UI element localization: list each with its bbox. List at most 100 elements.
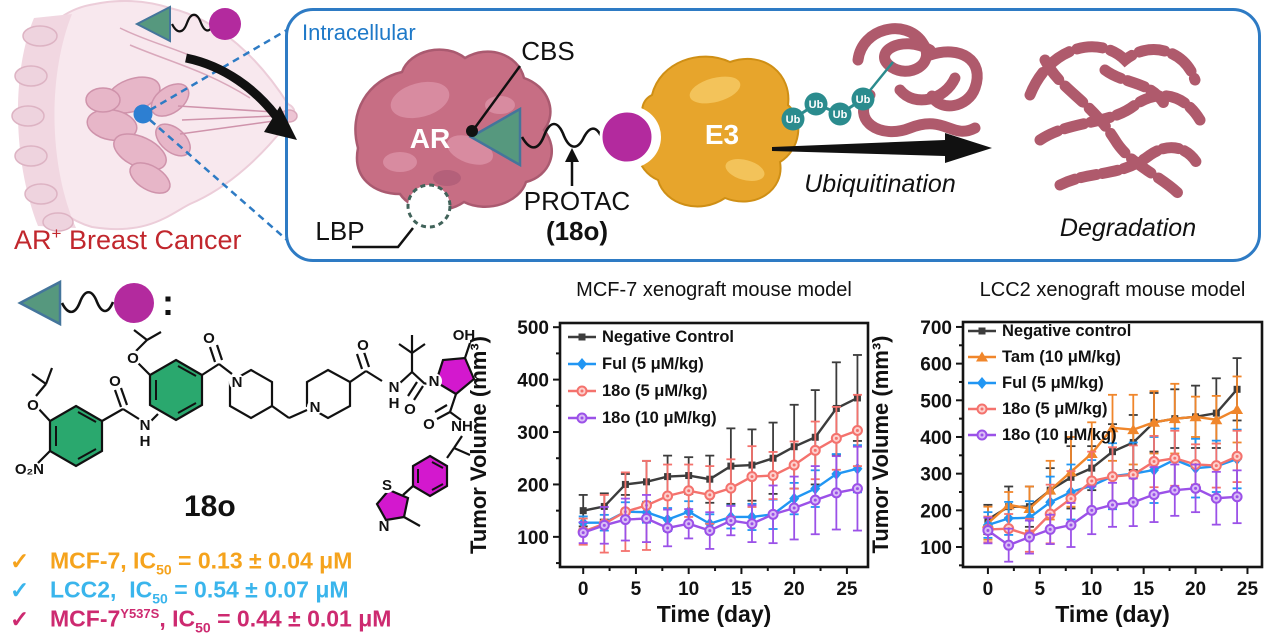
chart-title: LCC2 xenograft mouse model bbox=[980, 279, 1246, 301]
y-tick-label: 500 bbox=[920, 391, 952, 412]
warhead-triangle-icon bbox=[134, 5, 171, 43]
atom-label: O bbox=[127, 350, 139, 367]
x-tick-label: 0 bbox=[578, 579, 589, 600]
cell-line: LCC2, bbox=[50, 576, 117, 603]
tumor-marker-dot bbox=[133, 104, 153, 124]
y-tick-label: 400 bbox=[517, 371, 549, 392]
ar-protein: AR bbox=[354, 48, 554, 212]
atom-label: H bbox=[389, 395, 400, 412]
atom-halo bbox=[25, 397, 41, 413]
atom-halo bbox=[386, 379, 402, 395]
piperidine-rings bbox=[228, 368, 352, 420]
plot-frame bbox=[558, 321, 870, 569]
y-tick-label: 500 bbox=[517, 318, 549, 339]
y-axis-label: Tumor Volume (mm³) bbox=[868, 336, 893, 554]
y-tick-label: 200 bbox=[920, 501, 952, 522]
plot-frame bbox=[961, 320, 1264, 569]
breast-label-post: Breast Cancer bbox=[61, 225, 242, 255]
legend-label: Ful (5 μM/kg) bbox=[602, 355, 704, 373]
cell-line: MCF-7 bbox=[50, 547, 121, 574]
breast-cancer-label: AR+ Breast Cancer bbox=[14, 224, 242, 256]
legend-label: 18o (10 μM/kg) bbox=[602, 409, 717, 427]
atom-halo bbox=[201, 330, 217, 346]
x-axis-label: Time (day) bbox=[657, 601, 772, 627]
series-18o-10-m-kg- bbox=[982, 463, 1243, 563]
atom-label: N bbox=[429, 373, 440, 390]
protac-icon-top bbox=[134, 5, 241, 43]
intracellular-label: Intracellular bbox=[302, 20, 416, 45]
mechanism-diagram: Intracellular AR LBP E3 bbox=[134, 5, 1206, 249]
lbp-pocket-circle bbox=[406, 183, 452, 229]
e3-ligand-circle-icon bbox=[114, 283, 154, 323]
ub-circle bbox=[781, 107, 805, 131]
ubiquitination-label: Ubiquitination bbox=[804, 170, 956, 198]
x-tick-label: 10 bbox=[678, 579, 699, 600]
check-icon: ✓ bbox=[10, 605, 30, 632]
legend-label: Ful (5 μM/kg) bbox=[1002, 374, 1104, 392]
atom-label: N bbox=[140, 417, 151, 434]
milk-ducts bbox=[177, 105, 277, 135]
chart-legend: Negative control Tam (10 μM/kg) Ful (5 μM/… bbox=[968, 322, 1131, 444]
atom-label: NH bbox=[451, 418, 473, 435]
ar-label: AR bbox=[410, 123, 450, 154]
breast-label-pre: AR bbox=[14, 225, 52, 255]
lbp-pointer bbox=[352, 227, 414, 249]
x-tick-label: 0 bbox=[983, 579, 994, 600]
lbp-label: LBP bbox=[315, 216, 364, 246]
legend-label: Negative control bbox=[1002, 322, 1131, 340]
atom-label: O₂N bbox=[15, 461, 44, 478]
colon: : bbox=[162, 282, 174, 323]
ub-circle bbox=[828, 102, 852, 126]
cbs-label: CBS bbox=[521, 36, 574, 66]
ub-label: Ub bbox=[809, 99, 824, 111]
linker-wave-icon bbox=[171, 13, 216, 33]
x-axis-label: Time (day) bbox=[1055, 601, 1170, 627]
curved-arrowhead bbox=[264, 106, 297, 140]
warhead-triangle bbox=[468, 106, 522, 168]
legend-label: 18o (5 μM/kg) bbox=[1002, 400, 1107, 418]
atom-halo bbox=[421, 416, 437, 432]
ic50-value: = 0.13 ± 0.04 μM bbox=[171, 547, 353, 574]
y-tick-label: 600 bbox=[920, 355, 952, 376]
series-18o-5-m-kg- bbox=[577, 393, 863, 554]
check-icon: ✓ bbox=[10, 576, 30, 603]
protac-label: PROTAC bbox=[524, 186, 630, 216]
atom-halo bbox=[125, 350, 141, 366]
legend-label: 18o (5 μM/kg) bbox=[602, 382, 707, 400]
atom-halo bbox=[229, 374, 245, 390]
x-tick-label: 15 bbox=[1133, 579, 1155, 600]
e3-ligand-circle-icon bbox=[209, 8, 241, 40]
protac-icon-legend: : bbox=[17, 279, 174, 327]
y-tick-label: 700 bbox=[920, 318, 952, 339]
ring-double-bonds bbox=[55, 365, 197, 460]
warhead-rings bbox=[48, 358, 204, 468]
protac-arrowhead bbox=[565, 148, 579, 162]
chart-legend: Negative Control Ful (5 μM/kg) 18o (5 μM/k… bbox=[568, 328, 734, 427]
ubiquitination-arrow bbox=[772, 133, 992, 163]
x-tick-label: 10 bbox=[1081, 579, 1102, 600]
atom-halo bbox=[355, 337, 371, 353]
warhead-triangle-icon bbox=[17, 279, 62, 327]
ub-circle bbox=[804, 92, 828, 116]
legend-label: Tam (10 μM/kg) bbox=[1002, 348, 1121, 366]
chart-lcc2-xenograft: LCC2 xenograft mouse model Time (day) Tumo… bbox=[868, 279, 1264, 627]
protac-compound-label: (18o) bbox=[546, 216, 608, 246]
breast-illustration bbox=[11, 0, 298, 232]
chart-mcf7-xenograft: MCF-7 xenograft mouse model Time (day) Tum… bbox=[466, 279, 870, 627]
atom-label: S bbox=[382, 477, 392, 494]
atom-label: N bbox=[379, 518, 390, 535]
y-tick-label: 200 bbox=[517, 475, 549, 496]
ub-circle bbox=[851, 87, 875, 111]
compound-name: 18o bbox=[184, 490, 236, 523]
cbs-pointer bbox=[472, 65, 522, 130]
atom-label: O bbox=[357, 337, 369, 354]
atom-halo bbox=[307, 399, 323, 415]
atom-halo bbox=[137, 417, 153, 433]
breast-label-sup: + bbox=[51, 224, 62, 243]
atom-halo bbox=[379, 477, 395, 493]
y-tick-label: 100 bbox=[920, 538, 952, 559]
x-tick-label: 15 bbox=[731, 579, 753, 600]
ub-label: Ub bbox=[786, 114, 801, 126]
